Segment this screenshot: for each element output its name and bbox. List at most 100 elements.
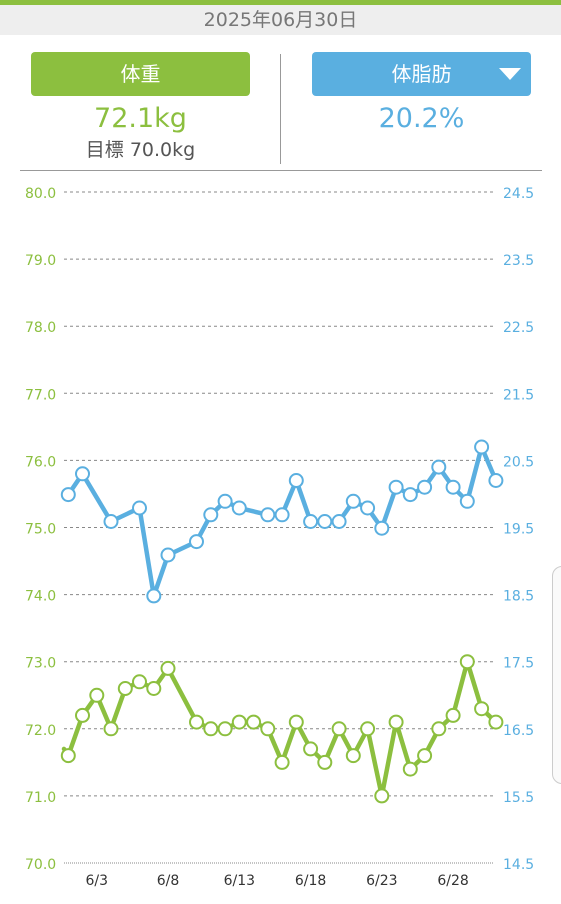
- body-fat-data-point: [488, 473, 504, 488]
- weight-data-point: [103, 721, 119, 737]
- y-left-tick-label: 78.0: [25, 320, 56, 336]
- body-fat-data-point: [474, 439, 490, 455]
- weight-fat-line-chart[interactable]: 80.0 24.5 79.0 23.5 78.0 22.5 77.0 21.5 76.0 20.5…: [0, 172, 561, 904]
- y-left-tick-label: 80.0: [25, 186, 56, 202]
- y-left-tick-label: 74.0: [25, 589, 56, 605]
- body-fat-dropdown[interactable]: 体脂肪: [312, 52, 531, 96]
- body-fat-data-point: [203, 507, 219, 523]
- fat-panel: 体脂肪 20.2%: [312, 52, 531, 136]
- y-left-tick-label: 77.0: [25, 387, 56, 403]
- weight-data-point: [331, 721, 347, 737]
- weight-data-point: [374, 788, 390, 804]
- caret-down-icon[interactable]: [499, 68, 521, 80]
- weight-data-point: [60, 748, 76, 764]
- weight-data-point: [417, 748, 433, 764]
- body-fat-data-point: [331, 514, 347, 529]
- body-fat-value: 20.2%: [378, 103, 465, 134]
- weight-data-point: [146, 681, 162, 696]
- weight-tab-button[interactable]: 体重: [31, 52, 250, 96]
- weight-data-point: [474, 701, 490, 717]
- y-right-tick-label: 17.5: [503, 656, 534, 672]
- y-left-tick-label: 79.0: [25, 253, 56, 269]
- body-fat-data-point: [288, 473, 304, 488]
- weight-data-point: [89, 687, 105, 703]
- weight-data-point: [260, 721, 276, 737]
- body-fat-data-point: [431, 459, 447, 475]
- y-left-tick-label: 70.0: [25, 857, 56, 873]
- x-tick-label: 6/3: [86, 873, 109, 889]
- x-tick-label: 6/13: [224, 873, 255, 889]
- body-fat-data-point: [459, 493, 475, 509]
- x-tick-label: 6/18: [295, 873, 326, 889]
- weight-data-point: [117, 681, 133, 696]
- weight-data-point: [132, 674, 147, 690]
- body-fat-data-point: [189, 534, 204, 550]
- body-fat-series-line: [61, 444, 499, 599]
- scroll-edge-handle[interactable]: [552, 566, 561, 784]
- x-tick-label: 6/23: [366, 873, 397, 889]
- panel-divider: [280, 54, 281, 164]
- weight-data-point: [488, 714, 504, 730]
- y-right-tick-label: 19.5: [503, 522, 534, 538]
- weight-data-point: [317, 754, 333, 770]
- body-fat-data-point: [146, 588, 162, 604]
- weight-data-point: [402, 761, 418, 777]
- y-left-tick-label: 75.0: [25, 522, 56, 538]
- body-fat-data-point: [360, 500, 376, 516]
- weight-data-point: [274, 754, 290, 770]
- body-fat-data-point: [317, 514, 333, 529]
- weight-data-point: [246, 714, 262, 730]
- x-tick-label: 6/8: [157, 873, 180, 889]
- weight-data-point: [303, 741, 319, 757]
- weight-data-point: [388, 714, 404, 730]
- y-right-tick-label: 16.5: [503, 723, 534, 739]
- weight-data-point: [360, 721, 376, 737]
- body-fat-data-point: [445, 479, 461, 495]
- y-left-tick-label: 71.0: [25, 790, 56, 806]
- body-fat-data-point: [132, 500, 147, 516]
- weight-data-point: [75, 707, 90, 723]
- body-fat-data-point: [303, 514, 319, 529]
- y-right-tick-label: 14.5: [503, 857, 534, 873]
- y-right-tick-label: 15.5: [503, 790, 534, 806]
- weight-data-point: [288, 714, 304, 730]
- weight-data-point: [203, 721, 219, 737]
- body-fat-data-point: [75, 466, 90, 482]
- body-fat-data-point: [160, 547, 176, 563]
- weight-value: 72.1kg: [94, 103, 187, 134]
- body-fat-data-point: [60, 487, 76, 503]
- body-fat-data-point: [103, 514, 119, 529]
- body-fat-data-point: [374, 520, 390, 536]
- body-fat-data-point: [217, 493, 233, 509]
- y-left-tick-label: 76.0: [25, 454, 56, 470]
- header-divider: [20, 170, 542, 171]
- y-right-tick-label: 23.5: [503, 253, 534, 269]
- x-tick-label: 6/28: [437, 873, 468, 889]
- weight-goal: 目標 70.0kg: [85, 139, 196, 161]
- body-fat-data-point: [274, 507, 290, 523]
- weight-data-point: [189, 714, 204, 730]
- body-fat-dropdown-label: 体脂肪: [391, 62, 452, 86]
- y-right-tick-label: 24.5: [503, 186, 534, 202]
- body-fat-data-point: [402, 487, 418, 503]
- weight-data-point: [445, 707, 461, 723]
- weight-data-point: [345, 748, 361, 764]
- y-right-tick-label: 21.5: [503, 387, 534, 403]
- y-right-tick-label: 22.5: [503, 320, 534, 336]
- body-fat-data-point: [345, 493, 361, 509]
- y-right-tick-label: 20.5: [503, 454, 534, 470]
- weight-data-point: [459, 654, 475, 670]
- body-fat-data-point: [260, 507, 276, 523]
- weight-data-point: [160, 660, 176, 676]
- body-fat-data-point: [388, 479, 404, 495]
- y-left-tick-label: 73.0: [25, 656, 56, 672]
- y-right-tick-label: 18.5: [503, 589, 534, 605]
- body-fat-data-point: [231, 500, 247, 516]
- weight-data-point: [217, 721, 233, 737]
- date-header: 2025年06月30日: [0, 5, 561, 35]
- weight-data-point: [231, 714, 247, 730]
- top-accent-bar: [0, 0, 561, 5]
- body-fat-data-point: [417, 479, 433, 495]
- weight-data-point: [431, 721, 447, 737]
- weight-panel: 体重 72.1kg 目標 70.0kg: [31, 52, 250, 163]
